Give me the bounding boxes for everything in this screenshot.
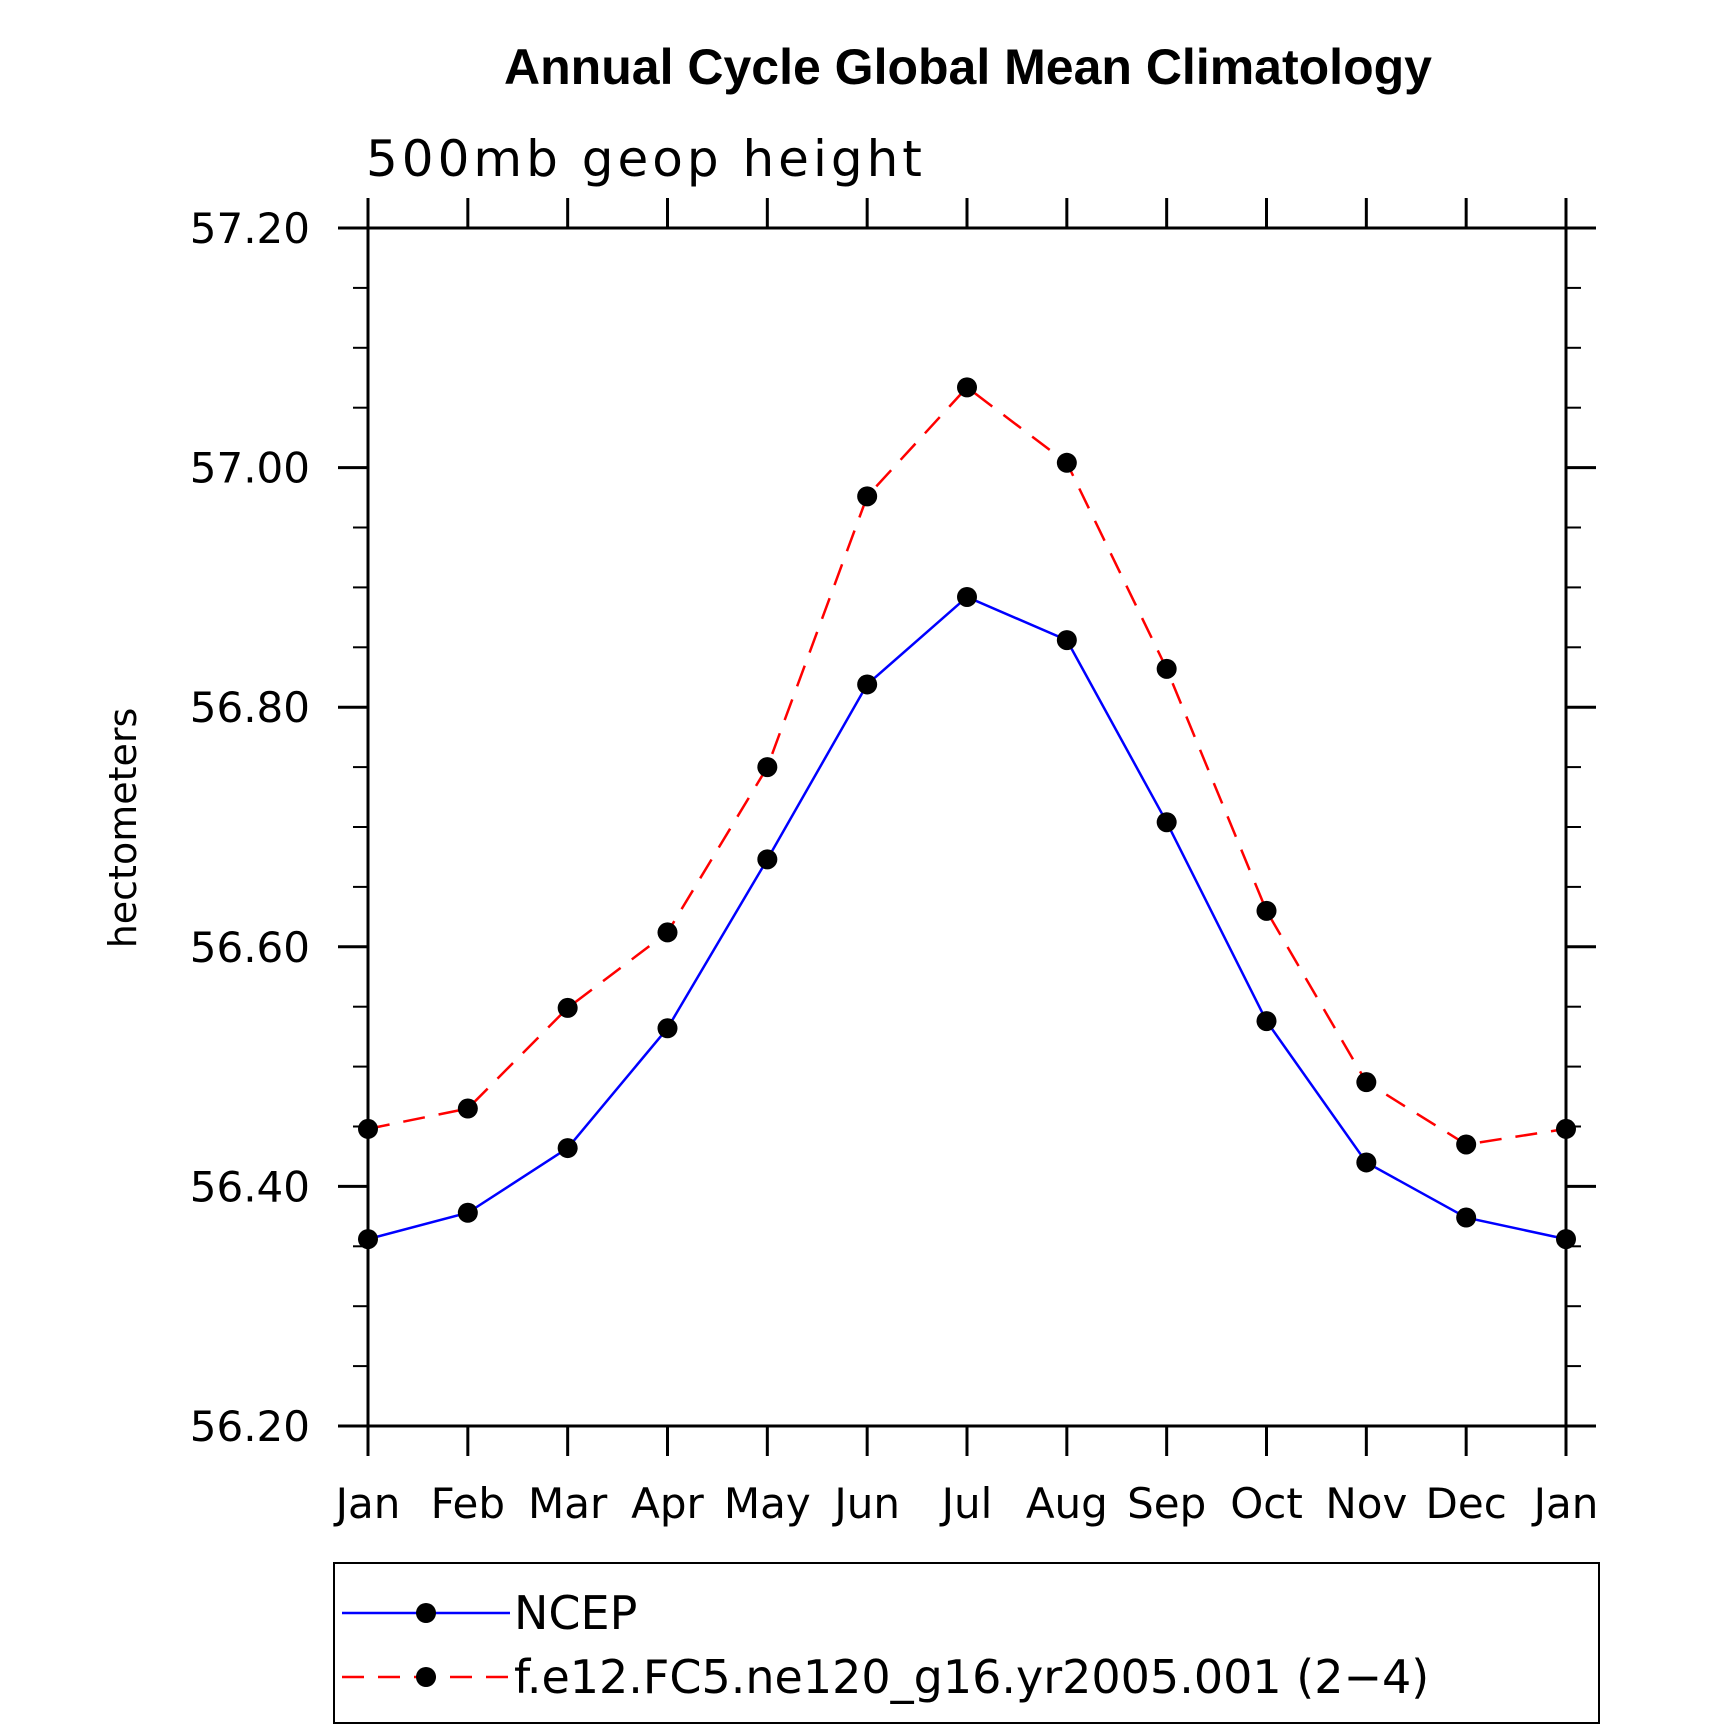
x-tick-label: Apr: [631, 1479, 704, 1528]
series-point-0: [857, 674, 878, 695]
series-point-0: [457, 1202, 478, 1223]
series-point-1: [957, 377, 977, 398]
x-tick-labels: Jan Feb Mar Apr May Jun Jul Aug Sep Oct Nov Dec Jan: [333, 1479, 1599, 1528]
y-axis-label: hectometers: [101, 708, 145, 949]
series-point-1: [557, 997, 578, 1018]
series-point-0: [1556, 1229, 1576, 1250]
y-tick-label: 56.20: [190, 1402, 310, 1451]
series-point-1: [1356, 1072, 1377, 1093]
series-point-1: [657, 922, 678, 943]
series-point-0: [657, 1018, 678, 1039]
x-tick-label: Aug: [1026, 1479, 1108, 1528]
legend-label-1: f.e12.FC5.ne120_g16.yr2005.001 (2−4): [514, 1650, 1429, 1704]
series-point-1: [1556, 1118, 1576, 1139]
series-point-0: [1256, 1011, 1277, 1032]
x-tick-label: Jul: [939, 1479, 993, 1528]
x-tick-label: Jan: [1531, 1479, 1599, 1528]
series-point-0: [957, 586, 977, 607]
y-tick-label: 56.60: [190, 923, 310, 972]
x-tick-label: May: [724, 1479, 811, 1528]
x-tick-label: Nov: [1325, 1479, 1407, 1528]
x-tick-label: Jan: [333, 1479, 401, 1528]
series-point-1: [1156, 658, 1177, 679]
series-point-1: [1256, 900, 1277, 921]
series-layer: [358, 377, 1576, 1250]
x-tick-label: Jun: [831, 1479, 900, 1528]
series-point-0: [1356, 1152, 1377, 1173]
series-point-0: [557, 1138, 578, 1159]
plot-frame: [366, 226, 1568, 1428]
x-tick-label: Dec: [1426, 1479, 1507, 1528]
legend-box: [333, 1562, 1600, 1724]
legend-label-0: NCEP: [514, 1586, 637, 1640]
chart-title: Annual Cycle Global Mean Climatology: [504, 39, 1432, 95]
axis-ticks: [338, 198, 1596, 1456]
series-point-1: [757, 757, 778, 778]
x-tick-label: Oct: [1230, 1479, 1303, 1528]
series-line-0: [367, 595, 1567, 1241]
legend-marker-1: [416, 1667, 436, 1687]
series-point-0: [358, 1229, 378, 1250]
series-point-1: [1056, 452, 1077, 473]
x-tick-label: Mar: [528, 1479, 608, 1528]
series-point-0: [757, 849, 778, 870]
legend: NCEP f.e12.FC5.ne120_g16.yr2005.001 (2−4): [333, 1562, 1600, 1724]
series-point-1: [1456, 1134, 1477, 1155]
series-point-0: [1156, 812, 1177, 833]
series-point-1: [857, 486, 878, 507]
legend-marker-0: [416, 1603, 436, 1623]
series-point-1: [358, 1118, 378, 1139]
series-point-0: [1056, 630, 1077, 651]
chart-subtitle: 500mb geop height: [366, 130, 926, 188]
y-tick-labels: 56.20 56.40 56.60 56.80 57.00 57.20: [190, 204, 310, 1451]
y-tick-label: 56.40: [190, 1162, 310, 1211]
series-point-0: [1456, 1207, 1477, 1228]
y-tick-label: 57.00: [190, 444, 310, 493]
y-tick-label: 56.80: [190, 683, 310, 732]
series-point-1: [457, 1098, 478, 1119]
x-tick-label: Sep: [1127, 1479, 1206, 1528]
y-tick-label: 57.20: [190, 204, 310, 253]
x-tick-label: Feb: [431, 1479, 505, 1528]
series-line-1: [367, 385, 1567, 1146]
